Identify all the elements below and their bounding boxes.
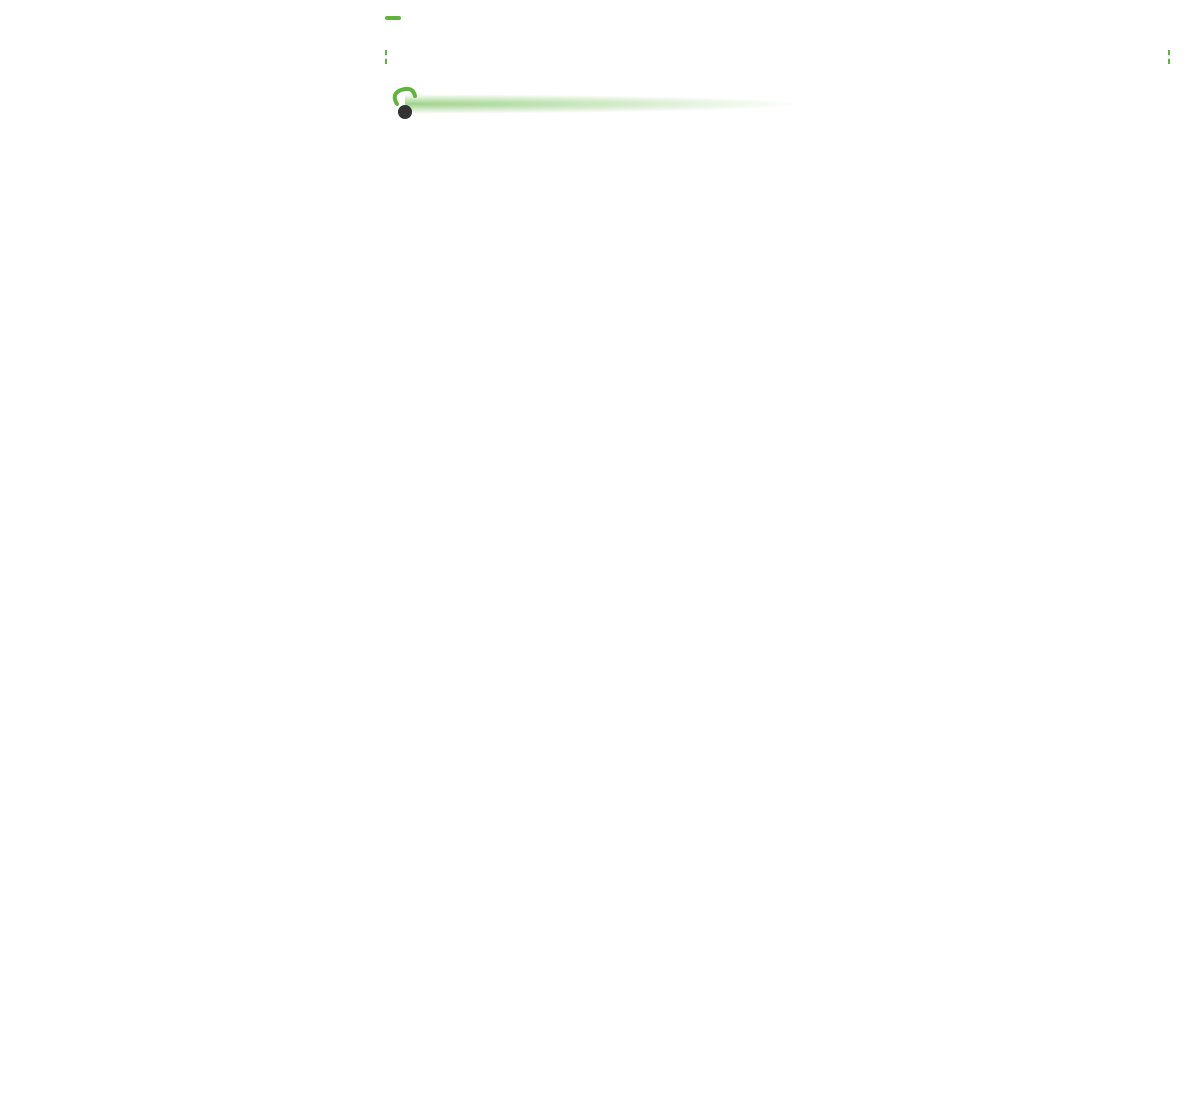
text-column bbox=[355, 0, 1200, 964]
figure-100 bbox=[15, 626, 325, 946]
question-glow bbox=[405, 94, 805, 114]
figure-99 bbox=[15, 328, 325, 608]
figures-column bbox=[0, 0, 355, 964]
questions-block bbox=[385, 84, 1170, 124]
question-icon bbox=[385, 84, 435, 124]
figure-98 bbox=[15, 30, 325, 310]
question-icon-row bbox=[385, 84, 1170, 124]
intro-paragraph bbox=[385, 16, 1170, 42]
section-number-badge bbox=[385, 16, 401, 20]
definitions-block bbox=[385, 50, 1170, 64]
